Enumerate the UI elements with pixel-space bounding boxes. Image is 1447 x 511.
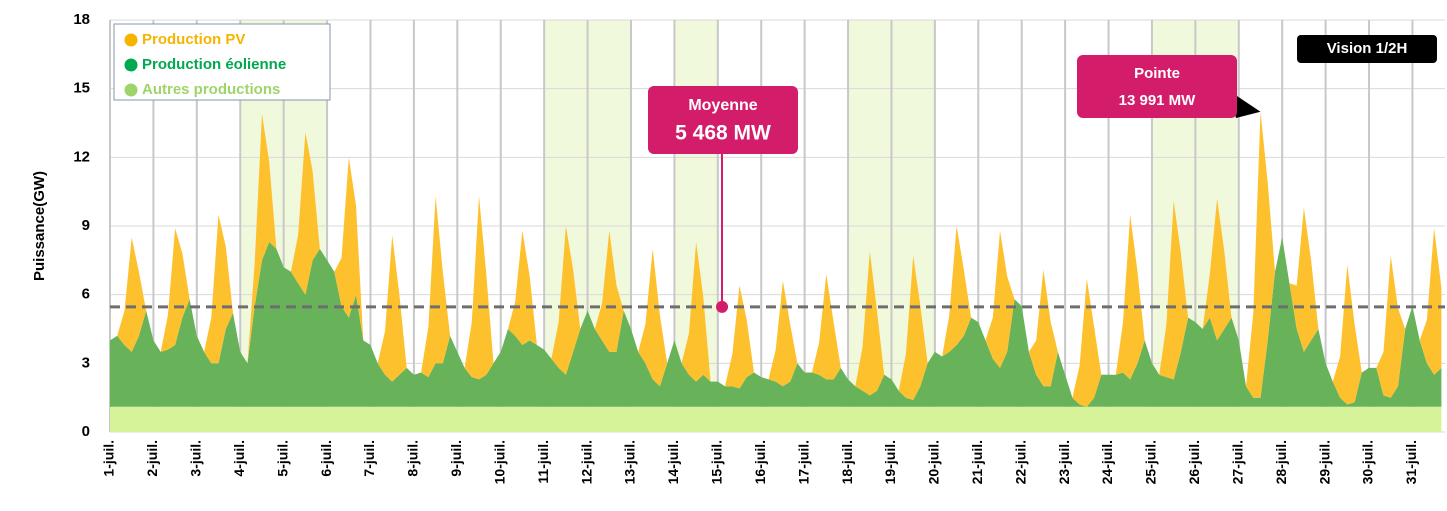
x-tick-label: 14-juil.	[665, 440, 681, 484]
badge: Vision 1/2H	[1327, 40, 1408, 57]
x-tick-label: 15-juil.	[709, 440, 725, 484]
x-tick-label: 12-juil.	[578, 440, 594, 484]
y-tick-label: 18	[73, 11, 90, 28]
x-tick-label: 10-juil.	[491, 440, 507, 484]
legend-swatch	[124, 58, 138, 72]
area	[110, 237, 1442, 407]
mean-label: 5 468 MW	[675, 122, 771, 145]
x-tick-label: 30-juil.	[1360, 440, 1376, 484]
x-tick-label: 5-juil.	[274, 440, 290, 477]
legend-label: Production éolienne	[142, 56, 286, 73]
x-tick-label: 19-juil.	[882, 440, 898, 484]
x-tick-label: 7-juil.	[361, 440, 377, 477]
badge-box	[1297, 35, 1437, 63]
area	[110, 111, 1442, 407]
x-tick-label: 25-juil.	[1143, 440, 1159, 484]
peak-title: Pointe	[1134, 65, 1180, 82]
mean-title: Moyenne	[688, 97, 757, 114]
x-tick-label: 3-juil.	[188, 440, 204, 477]
y-tick-label: 6	[82, 286, 90, 303]
x-tick-label: 1-juil.	[101, 440, 117, 477]
y-tick-label: 0	[82, 423, 90, 440]
mean-box	[648, 86, 798, 154]
y-tick-label: 15	[73, 80, 90, 97]
area	[110, 406, 1442, 432]
x-tick-label: 28-juil.	[1273, 440, 1289, 484]
x-tick-label: 9-juil.	[448, 440, 464, 477]
x-tick-label: 20-juil.	[926, 440, 942, 484]
x-tick-label: 27-juil.	[1229, 440, 1245, 484]
x-tick-label: 8-juil.	[405, 440, 421, 477]
legend-box	[113, 23, 331, 101]
x-tick-label: 18-juil.	[839, 440, 855, 484]
x-tick-label: 31-juil.	[1403, 440, 1419, 484]
mean-marker	[716, 300, 728, 313]
x-tick-label: 26-juil.	[1186, 440, 1202, 484]
peak-box	[1077, 55, 1237, 118]
x-tick-label: 16-juil.	[752, 440, 768, 484]
x-tick-label: 4-juil.	[231, 440, 247, 477]
x-tick-label: 29-juil.	[1316, 440, 1332, 484]
x-tick-label: 11-juil.	[535, 440, 551, 484]
x-tick-label: 2-juil.	[144, 440, 160, 477]
x-tick-label: 21-juil.	[969, 440, 985, 484]
peak-label: 13 991 MW	[1119, 92, 1197, 109]
y-axis-label: Puissance(GW)	[31, 171, 48, 281]
x-tick-label: 13-juil.	[622, 440, 638, 484]
x-tick-label: 17-juil.	[795, 440, 811, 484]
legend-swatch	[124, 33, 138, 47]
x-tick-label: 22-juil.	[1012, 440, 1028, 484]
legend-label: Production PV	[142, 31, 245, 48]
legend-label: Autres productions	[142, 81, 280, 98]
y-tick-label: 3	[82, 354, 90, 371]
x-tick-label: 6-juil.	[318, 440, 334, 477]
x-tick-label: 23-juil.	[1056, 440, 1072, 484]
x-tick-label: 24-juil.	[1099, 440, 1115, 484]
legend-swatch	[124, 83, 138, 97]
y-tick-label: 9	[82, 217, 90, 234]
y-tick-label: 12	[73, 148, 90, 165]
